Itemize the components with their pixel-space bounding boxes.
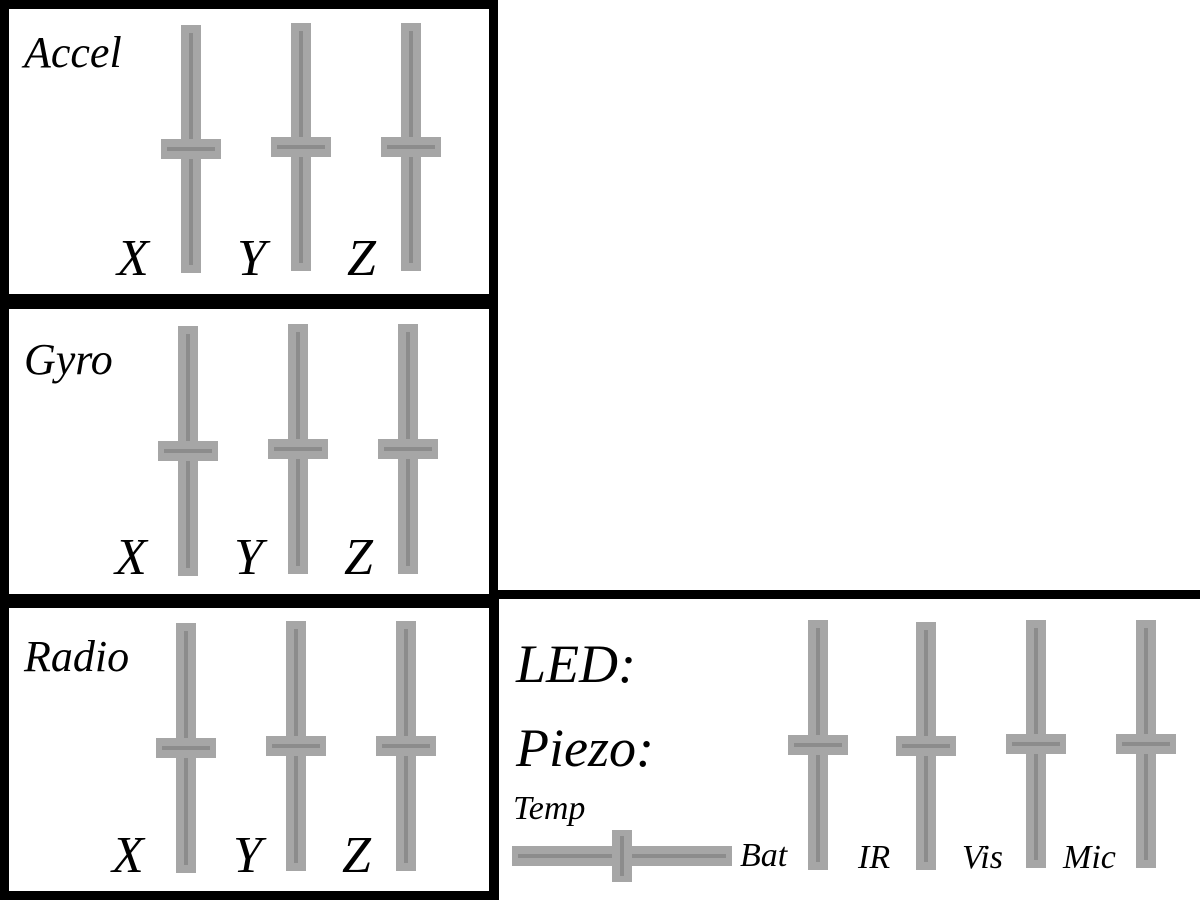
gyro-x-label: X [115,529,147,586]
gyro-panel: Gyro X Y Z [0,300,498,603]
radio-y-label: Y [233,827,262,884]
gyro-z-label: Z [344,529,373,586]
accel-title: Accel [24,28,122,77]
slider-thumb[interactable] [612,830,632,882]
slider-thumb[interactable] [896,736,956,756]
gyro-x-slider[interactable] [158,326,218,576]
ir-slider[interactable] [896,622,956,870]
accel-x-label: X [117,230,149,287]
radio-x-label: X [112,827,144,884]
mic-label: Mic [1063,839,1116,876]
vis-label: Vis [962,839,1003,876]
gyro-y-label: Y [234,529,263,586]
piezo-label: Piezo: [516,718,654,778]
bat-label: Bat [740,837,788,874]
accel-y-label: Y [237,230,266,287]
gyro-title: Gyro [24,335,113,384]
slider-thumb[interactable] [156,738,216,758]
temp-slider[interactable] [512,830,732,882]
slider-thumb[interactable] [376,736,436,756]
bat-slider[interactable] [788,620,848,870]
accel-z-label: Z [347,230,376,287]
mic-slider[interactable] [1116,620,1176,868]
slider-thumb[interactable] [1116,734,1176,754]
accel-panel: Accel X Y Z [0,0,498,303]
slider-thumb[interactable] [1006,734,1066,754]
slider-thumb[interactable] [381,137,441,157]
slider-thumb[interactable] [271,137,331,157]
radio-x-slider[interactable] [156,623,216,873]
accel-y-slider[interactable] [271,23,331,271]
slider-thumb[interactable] [158,441,218,461]
slider-thumb[interactable] [378,439,438,459]
slider-thumb[interactable] [266,736,326,756]
slider-thumb[interactable] [268,439,328,459]
accel-z-slider[interactable] [381,23,441,271]
radio-title: Radio [24,632,130,681]
temp-label: Temp [513,790,586,827]
slider-thumb[interactable] [161,139,221,159]
misc-panel: LED: Piezo: Temp Bat IR Vis Mic [490,590,1200,900]
slider-thumb[interactable] [788,735,848,755]
led-label: LED: [516,634,636,694]
radio-y-slider[interactable] [266,621,326,871]
radio-panel: Radio X Y Z [0,599,498,900]
ir-label: IR [858,839,891,876]
radio-z-slider[interactable] [376,621,436,871]
accel-x-slider[interactable] [161,25,221,273]
radio-z-label: Z [342,827,371,884]
gyro-z-slider[interactable] [378,324,438,574]
gyro-y-slider[interactable] [268,324,328,574]
vis-slider[interactable] [1006,620,1066,868]
